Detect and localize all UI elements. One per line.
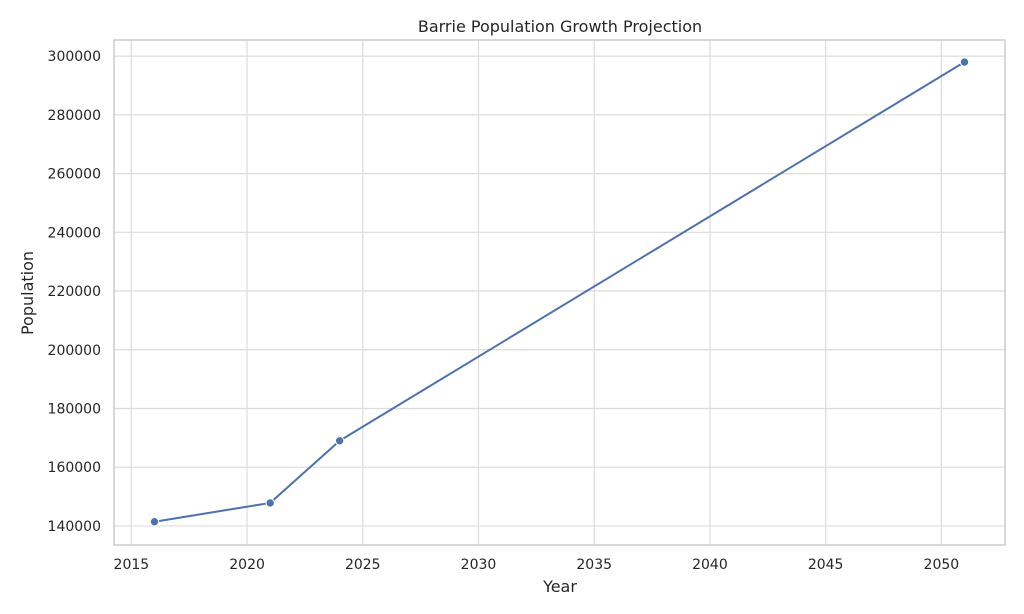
y-tick-label: 280000 — [48, 108, 101, 124]
x-tick-label: 2040 — [692, 557, 728, 573]
x-tick-label: 2020 — [229, 557, 265, 573]
series-layer — [149, 57, 970, 527]
plot-frame — [113, 39, 1006, 546]
y-tick-label: 240000 — [48, 225, 101, 241]
y-tick-label: 200000 — [48, 343, 101, 359]
series-line — [154, 61, 966, 523]
grid-lines — [114, 40, 1005, 545]
x-tick-label: 2050 — [924, 557, 960, 573]
data-point — [265, 498, 275, 508]
x-tick-label: 2030 — [461, 557, 497, 573]
chart-title: Barrie Population Growth Projection — [418, 17, 702, 36]
y-axis-label: Population — [18, 251, 37, 335]
data-point — [334, 436, 345, 446]
x-tick-label: 2035 — [576, 557, 612, 573]
x-axis-label: Year — [542, 577, 577, 596]
y-tick-label: 180000 — [48, 401, 101, 417]
y-tick-label: 260000 — [48, 167, 101, 183]
y-tick-label: 300000 — [48, 49, 101, 65]
data-point — [149, 517, 160, 527]
y-tick-label: 160000 — [48, 460, 101, 476]
x-tick-label: 2015 — [114, 557, 150, 573]
data-point — [959, 57, 970, 67]
y-tick-label: 140000 — [48, 519, 101, 535]
y-axis-ticks: 140000 160000 180000 200000 220000 240000 2600… — [48, 49, 101, 535]
x-tick-label: 2045 — [808, 557, 844, 573]
y-tick-label: 220000 — [48, 284, 101, 300]
x-axis-ticks: 2015 2020 2025 2030 2035 2040 2045 2050 — [114, 557, 960, 573]
x-tick-label: 2025 — [345, 557, 381, 573]
